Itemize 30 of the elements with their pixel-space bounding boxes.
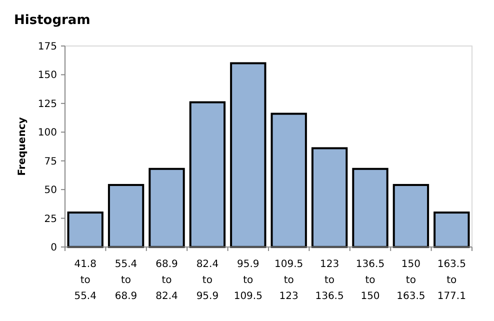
x-tick-label: 95.9 to 109.5 <box>234 259 262 302</box>
x-tick-label: 150 to 163.5 <box>396 259 426 302</box>
bar <box>352 168 388 248</box>
bar <box>392 184 430 248</box>
x-tick-label: 136.5 to 150 <box>356 259 385 302</box>
y-tick-label: 125 <box>38 98 57 110</box>
y-axis-title: Frequency <box>17 116 28 176</box>
x-tick-label: 55.4 to 68.9 <box>114 259 138 302</box>
x-tick-label: 163.5 to 177.1 <box>437 259 466 302</box>
chart-title: Histogram <box>14 13 90 28</box>
y-tick-label: 0 <box>50 242 57 254</box>
bar <box>148 168 185 248</box>
x-tick-label: 82.4 to 95.9 <box>196 259 219 302</box>
bar <box>67 212 104 248</box>
bar <box>311 147 348 248</box>
x-tick-label: 109.5 to 123 <box>274 259 304 302</box>
bar <box>108 184 144 248</box>
bar <box>434 212 470 248</box>
y-tick-label: 175 <box>38 42 57 52</box>
x-tick-label: 41.8 to 55.4 <box>74 259 96 302</box>
bar <box>230 62 266 248</box>
y-tick-label: 100 <box>38 128 57 139</box>
x-tick-label: 68.9 to 82.4 <box>156 259 178 302</box>
x-tick-label: 123 to 136.5 <box>315 259 344 302</box>
bar <box>270 112 307 248</box>
bar <box>189 101 226 248</box>
y-tick-label: 50 <box>44 185 57 196</box>
y-tick-label: 75 <box>44 156 57 168</box>
y-tick-label: 25 <box>44 214 57 225</box>
y-tick-label: 150 <box>38 70 57 82</box>
